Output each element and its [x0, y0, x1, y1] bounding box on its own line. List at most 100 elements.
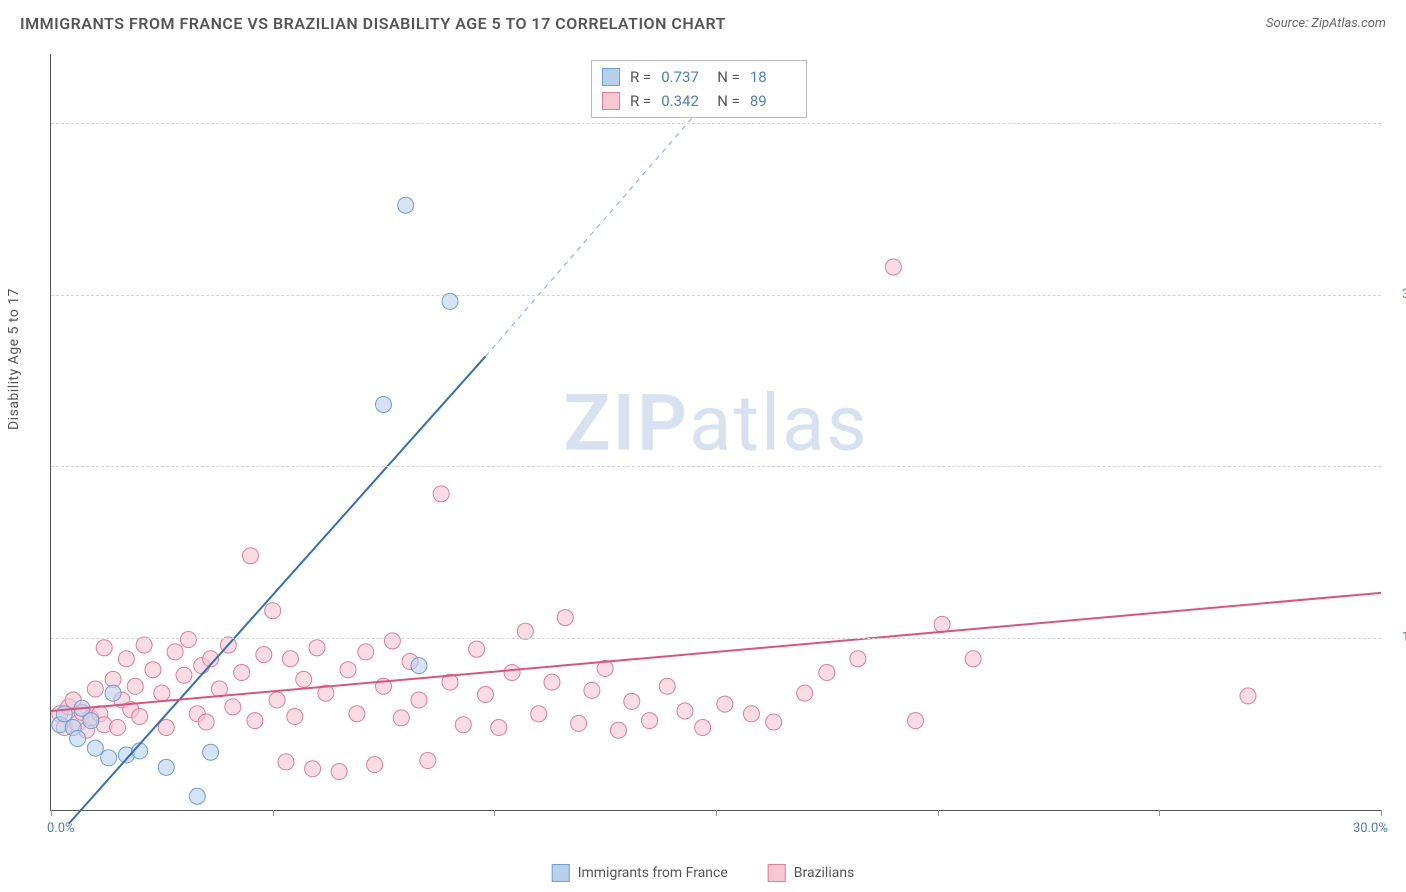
data-point: [110, 720, 126, 736]
data-point: [136, 637, 152, 653]
data-point: [269, 692, 285, 708]
chart-svg: [51, 54, 1381, 810]
data-point: [278, 754, 294, 770]
legend-item-brazil: Brazilians: [768, 864, 855, 882]
data-point: [411, 692, 427, 708]
data-point: [203, 744, 219, 760]
legend-swatch: [768, 864, 786, 882]
data-point: [105, 685, 121, 701]
data-point: [287, 709, 303, 725]
x-tick: [1159, 810, 1160, 816]
data-point: [198, 714, 214, 730]
trend-line: [51, 593, 1381, 711]
data-point: [305, 761, 321, 777]
data-point: [504, 665, 520, 681]
data-point: [340, 662, 356, 678]
data-point: [885, 259, 901, 275]
data-point: [384, 633, 400, 649]
trend-line-extrapolated: [485, 116, 693, 357]
legend-label: Immigrants from France: [578, 865, 728, 881]
data-point: [145, 662, 161, 678]
data-point: [934, 616, 950, 632]
chart-root: IMMIGRANTS FROM FRANCE VS BRAZILIAN DISA…: [0, 0, 1406, 892]
bottom-legend: Immigrants from France Brazilians: [552, 864, 855, 882]
gridline: [51, 638, 1381, 639]
data-point: [819, 665, 835, 681]
data-point: [118, 651, 134, 667]
data-point: [398, 197, 414, 213]
data-point: [695, 720, 711, 736]
y-axis-label: Disability Age 5 to 17: [6, 288, 22, 430]
data-point: [393, 710, 409, 726]
data-point: [624, 693, 640, 709]
data-point: [158, 759, 174, 775]
data-point: [70, 731, 86, 747]
data-point: [167, 644, 183, 660]
data-point: [234, 665, 250, 681]
data-point: [743, 706, 759, 722]
gridline: [51, 295, 1381, 296]
data-point: [766, 714, 782, 730]
data-point: [477, 687, 493, 703]
x-tick: [938, 810, 939, 816]
data-point: [531, 706, 547, 722]
data-point: [469, 641, 485, 657]
legend-label: Brazilians: [794, 865, 855, 881]
data-point: [331, 764, 347, 780]
data-point: [96, 640, 112, 656]
x-tick: [494, 810, 495, 816]
data-point: [189, 788, 205, 804]
data-point: [87, 681, 103, 697]
x-tick-label: 30.0%: [1353, 821, 1388, 836]
data-point: [642, 713, 658, 729]
data-point: [296, 671, 312, 687]
data-point: [176, 667, 192, 683]
data-point: [420, 753, 436, 769]
data-point: [358, 644, 374, 660]
data-point: [154, 685, 170, 701]
data-point: [56, 706, 72, 722]
chart-title: IMMIGRANTS FROM FRANCE VS BRAZILIAN DISA…: [20, 14, 726, 33]
data-point: [225, 699, 241, 715]
data-point: [491, 720, 507, 736]
data-point: [659, 678, 675, 694]
data-point: [243, 548, 259, 564]
x-tick: [716, 810, 717, 816]
data-point: [101, 750, 117, 766]
data-point: [850, 651, 866, 667]
data-point: [677, 703, 693, 719]
data-point: [87, 740, 103, 756]
data-point: [517, 623, 533, 639]
data-point: [309, 640, 325, 656]
data-point: [965, 651, 981, 667]
legend-item-france: Immigrants from France: [552, 864, 728, 882]
data-point: [282, 651, 298, 667]
legend-swatch: [552, 864, 570, 882]
data-point: [797, 685, 813, 701]
data-point: [544, 674, 560, 690]
data-point: [571, 715, 587, 731]
data-point: [433, 486, 449, 502]
y-tick-label: 37.5%: [1382, 287, 1406, 302]
data-point: [180, 632, 196, 648]
x-tick: [273, 810, 274, 816]
data-point: [557, 610, 573, 626]
x-tick: [51, 810, 52, 816]
data-point: [367, 757, 383, 773]
data-point: [442, 293, 458, 309]
data-point: [584, 682, 600, 698]
plot-area: ZIPatlas R = 0.737 N = 18 R = 0.342 N = …: [50, 54, 1381, 811]
x-tick: [1381, 810, 1382, 816]
data-point: [132, 709, 148, 725]
data-point: [610, 722, 626, 738]
gridline: [51, 466, 1381, 467]
source-label: Source: ZipAtlas.com: [1266, 16, 1386, 31]
data-point: [908, 713, 924, 729]
data-point: [411, 658, 427, 674]
data-point: [349, 706, 365, 722]
data-point: [376, 397, 392, 413]
data-point: [717, 696, 733, 712]
gridline: [51, 123, 1381, 124]
data-point: [455, 717, 471, 733]
data-point: [265, 603, 281, 619]
